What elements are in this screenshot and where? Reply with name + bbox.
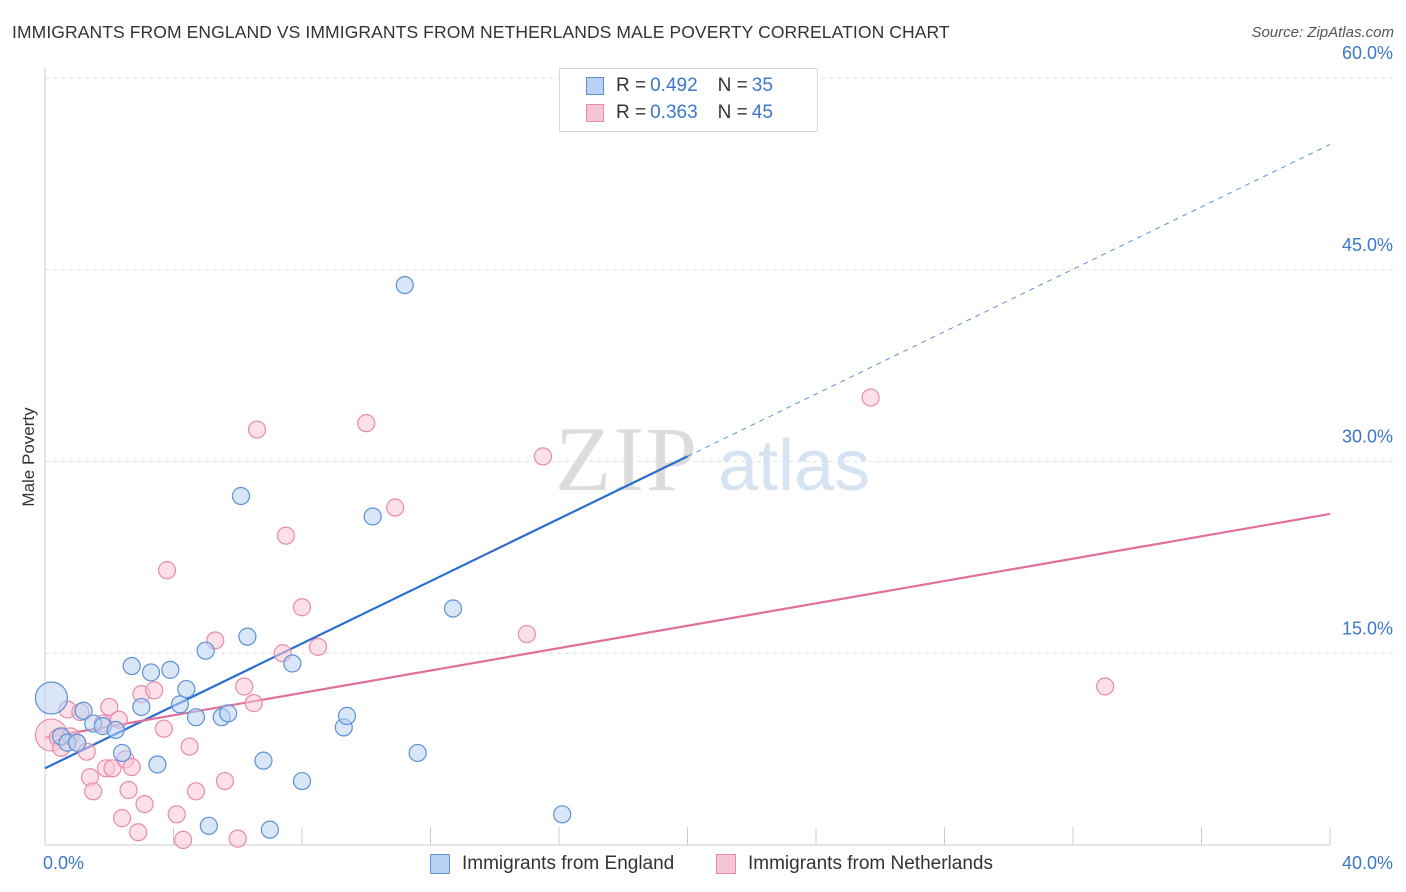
- point-netherlands: [154, 719, 173, 738]
- point-england: [122, 656, 141, 676]
- legend-r-label: R =: [616, 75, 647, 96]
- y-axis-label: Male Poverty: [19, 407, 38, 507]
- point-england: [112, 743, 132, 763]
- legend-swatch-netherlands: [586, 104, 604, 122]
- point-netherlands: [861, 388, 880, 407]
- point-netherlands: [244, 694, 263, 713]
- legend-row-netherlands: R = 0.363 N = 45: [586, 100, 773, 126]
- point-england: [219, 704, 238, 723]
- chart-title: IMMIGRANTS FROM ENGLAND VS IMMIGRANTS FR…: [12, 22, 950, 42]
- point-england: [68, 733, 87, 752]
- y-tick-label: 60.0%: [1342, 43, 1393, 63]
- y-tick-label: 45.0%: [1342, 235, 1393, 255]
- point-england: [141, 663, 161, 682]
- point-england: [231, 486, 251, 506]
- point-netherlands: [357, 414, 376, 433]
- point-netherlands: [215, 771, 234, 791]
- point-england: [292, 771, 312, 791]
- point-netherlands: [122, 757, 141, 777]
- point-netherlands: [180, 737, 199, 756]
- point-netherlands: [292, 598, 312, 617]
- point-england: [186, 708, 206, 727]
- bottom-legend-swatch-netherlands: [716, 854, 736, 874]
- point-netherlands: [129, 823, 148, 842]
- legend-n-value-netherlands: 45: [751, 102, 773, 123]
- point-england: [337, 706, 357, 725]
- x-tick-label-max: 40.0%: [1342, 853, 1393, 873]
- trendline-england: [44, 455, 688, 770]
- source-credit: Source: ZipAtlas.com: [1251, 24, 1394, 41]
- point-netherlands: [100, 697, 119, 717]
- point-netherlands: [276, 526, 296, 545]
- correlation-legend: R = 0.492 N = 35 R = 0.363 N = 45: [559, 68, 818, 132]
- point-netherlands: [228, 829, 247, 848]
- point-england: [199, 816, 218, 835]
- legend-row-england: R = 0.492 N = 35: [586, 73, 773, 99]
- point-england: [106, 720, 125, 740]
- legend-r-value-netherlands: 0.363: [650, 102, 698, 123]
- point-netherlands: [533, 447, 553, 466]
- point-netherlands: [119, 780, 138, 800]
- bottom-legend-netherlands: Immigrants from Netherlands: [716, 852, 993, 876]
- watermark-zip: ZIP: [555, 408, 699, 510]
- trendline-england-projection: [687, 144, 1331, 457]
- bottom-legend-swatch-england: [430, 854, 450, 874]
- legend-r-label: R =: [616, 102, 647, 123]
- point-netherlands: [517, 624, 536, 644]
- point-england: [260, 820, 279, 839]
- x-tick-label-min: 0.0%: [43, 853, 84, 873]
- point-netherlands: [167, 805, 186, 824]
- point-netherlands: [157, 561, 177, 580]
- legend-n-value-england: 35: [751, 75, 773, 96]
- legend-n-label: N =: [717, 75, 748, 96]
- point-england: [132, 697, 151, 717]
- point-netherlands: [386, 498, 405, 517]
- point-england: [443, 599, 463, 618]
- trendline-netherlands: [44, 512, 1331, 739]
- point-england: [363, 507, 382, 526]
- point-netherlands: [135, 794, 154, 814]
- point-england: [196, 641, 215, 660]
- point-england: [408, 743, 427, 763]
- point-england: [283, 654, 302, 673]
- point-netherlands: [174, 830, 193, 849]
- watermark-atlas: atlas: [718, 426, 870, 506]
- point-england: [34, 681, 69, 715]
- point-netherlands: [247, 420, 267, 439]
- bottom-legend-label-england: Immigrants from England: [462, 853, 675, 874]
- point-netherlands: [1096, 677, 1115, 696]
- legend-n-label: N =: [717, 102, 748, 123]
- point-netherlands: [103, 759, 122, 778]
- point-england: [177, 679, 196, 699]
- point-netherlands: [112, 809, 132, 828]
- point-england: [238, 627, 257, 646]
- point-netherlands: [84, 782, 103, 801]
- point-england: [553, 805, 572, 824]
- y-tick-label: 30.0%: [1342, 427, 1393, 447]
- y-tick-label: 15.0%: [1342, 618, 1393, 638]
- point-england: [74, 701, 93, 720]
- point-netherlands: [308, 637, 328, 656]
- point-england: [254, 751, 273, 770]
- point-england: [395, 275, 414, 295]
- point-england: [148, 755, 167, 774]
- point-england: [161, 660, 180, 679]
- legend-swatch-england: [586, 77, 604, 95]
- point-netherlands: [145, 681, 164, 700]
- legend-r-value-england: 0.492: [650, 75, 698, 96]
- point-england: [170, 695, 190, 714]
- point-netherlands: [235, 677, 254, 696]
- bottom-legend-england: Immigrants from England: [430, 852, 674, 876]
- bottom-legend-label-netherlands: Immigrants from Netherlands: [748, 853, 993, 874]
- point-netherlands: [186, 782, 206, 801]
